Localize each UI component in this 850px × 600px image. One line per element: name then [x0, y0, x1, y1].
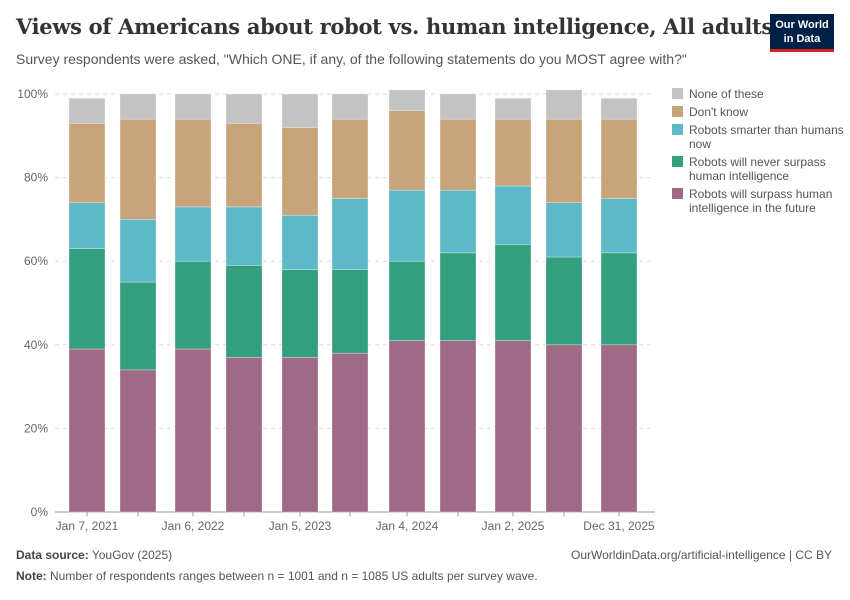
bar-segment: [494, 185, 532, 245]
y-tick-label: 0%: [31, 505, 49, 519]
bar-segment: [68, 202, 106, 249]
bar-segment: [388, 110, 426, 191]
bar-segment: [600, 252, 638, 346]
y-tick-label: 40%: [24, 338, 48, 352]
legend-swatch: [672, 106, 683, 117]
bar-segment: [119, 219, 157, 283]
y-tick-label: 20%: [24, 421, 48, 435]
x-tick-label: Jan 5, 2023: [269, 519, 332, 533]
bar-segment: [439, 118, 477, 191]
bar-segment: [545, 256, 583, 346]
bar-segment: [439, 93, 477, 120]
bar-segment: [545, 344, 583, 513]
y-tick-label: 80%: [24, 171, 48, 185]
bar-segment: [68, 348, 106, 513]
x-tick-label: Jan 2, 2025: [482, 519, 545, 533]
bar-segment: [388, 260, 426, 341]
source-link[interactable]: OurWorldinData.org/artificial-intelligen…: [571, 548, 832, 562]
bar-segment: [331, 352, 369, 513]
bar-segment: [331, 269, 369, 354]
bar-segment: [225, 93, 263, 124]
legend-swatch: [672, 88, 683, 99]
bar-segment: [545, 202, 583, 258]
bar-segment: [494, 340, 532, 513]
bar-segment: [545, 118, 583, 203]
owid-logo[interactable]: Our World in Data: [770, 14, 834, 52]
bar-segment: [174, 118, 212, 208]
bar-segment: [68, 97, 106, 124]
bar-segment: [68, 122, 106, 203]
chart-subtitle: Survey respondents were asked, "Which ON…: [16, 51, 687, 67]
x-tick-label: Jan 4, 2024: [376, 519, 439, 533]
data-source: Data source: YouGov (2025): [16, 548, 173, 562]
bar-segment: [281, 93, 319, 128]
bar-segment: [174, 93, 212, 120]
y-tick-label: 100%: [17, 87, 48, 101]
bar-segment: [331, 118, 369, 199]
bar-segment: [439, 189, 477, 254]
bar-segment: [494, 244, 532, 341]
bar-segment: [174, 206, 212, 262]
bar-segment: [68, 248, 106, 350]
bar-segment: [388, 189, 426, 262]
bar-segment: [439, 252, 477, 341]
chart-title: Views of Americans about robot vs. human…: [16, 14, 773, 39]
bar-segment: [281, 269, 319, 358]
legend-label: Robots will surpass human intelligence in…: [689, 187, 832, 215]
bar-segment: [225, 265, 263, 358]
bar-segment: [600, 198, 638, 254]
bar-segment: [119, 281, 157, 371]
legend-label: Robots smarter than humans now: [689, 123, 844, 151]
bar-segment: [119, 369, 157, 513]
legend-label: Robots will never surpass human intellige…: [689, 155, 826, 183]
legend-label: None of these: [689, 87, 764, 101]
bar-segment: [388, 340, 426, 513]
bar-segment: [225, 206, 263, 266]
bar-segment: [119, 93, 157, 120]
bar-segment: [600, 344, 638, 513]
bar-segment: [225, 122, 263, 208]
legend-swatch: [672, 124, 683, 135]
x-tick-label: Jan 7, 2021: [56, 519, 119, 533]
bar-segment: [545, 89, 583, 120]
bar-segment: [225, 357, 263, 513]
bar-segment: [281, 127, 319, 216]
bar-segment: [600, 97, 638, 120]
chart-note: Note: Number of respondents ranges betwe…: [16, 569, 538, 583]
bar-segment: [494, 118, 532, 187]
bar-segment: [281, 357, 319, 513]
bar-segment: [119, 118, 157, 220]
bar-segment: [331, 198, 369, 270]
bar-segment: [600, 118, 638, 199]
bar-segment: [331, 93, 369, 120]
y-tick-label: 60%: [24, 254, 48, 268]
bar-segment: [388, 89, 426, 112]
bar-segment: [174, 260, 212, 350]
bar-segment: [494, 97, 532, 120]
bar-segment: [439, 340, 477, 513]
bar-segment: [281, 214, 319, 270]
x-tick-label: Dec 31, 2025: [583, 519, 655, 533]
bar-segment: [174, 348, 212, 513]
x-tick-label: Jan 6, 2022: [162, 519, 225, 533]
legend-swatch: [672, 156, 683, 167]
legend-swatch: [672, 188, 683, 199]
legend-label: Don't know: [689, 105, 748, 119]
